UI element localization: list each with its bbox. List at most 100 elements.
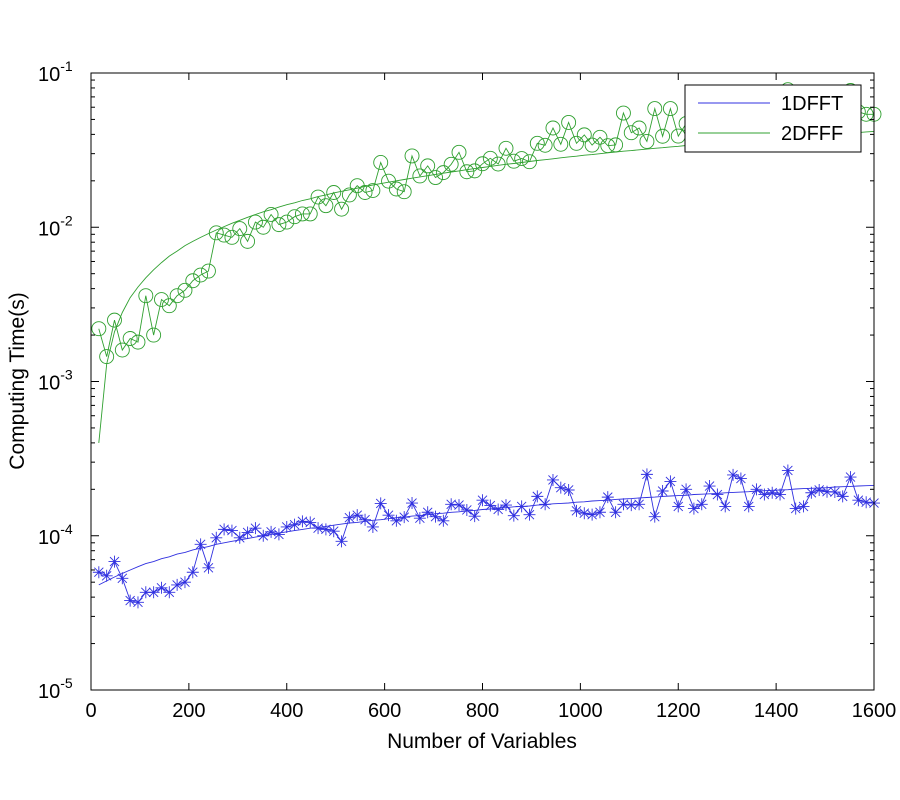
data-point-1dfft [171, 578, 184, 591]
data-point-2dfff [506, 153, 522, 169]
data-point-2dfff [592, 129, 608, 145]
data-point-1dfft [844, 471, 857, 484]
data-point-2dfff [631, 120, 647, 136]
data-point-2dfff [154, 292, 169, 307]
legend-label-2dfff: 2DFFF [781, 123, 843, 145]
data-point-1dfft [421, 506, 434, 519]
x-tick-label: 1000 [558, 700, 603, 722]
data-point-1dfft [351, 509, 364, 522]
data-point-1dfft [445, 498, 458, 511]
data-point-1dfft [429, 510, 442, 523]
data-line-1dfft [98, 468, 875, 603]
data-point-1dfft [398, 511, 411, 524]
data-point-1dfft [531, 490, 544, 503]
data-point-1dfft [390, 514, 403, 527]
data-point-2dfff [623, 125, 639, 141]
data-point-2dfff [475, 156, 490, 172]
data-point-1dfft [711, 488, 724, 501]
x-tick-label: 400 [270, 700, 303, 722]
data-point-1dfft [805, 486, 818, 499]
data-point-1dfft [640, 468, 653, 481]
data-point-2dfff [553, 136, 569, 152]
data-point-1dfft [163, 586, 176, 599]
data-point-1dfft [648, 510, 661, 523]
data-point-1dfft [703, 480, 716, 493]
series-1dfft [92, 464, 880, 609]
data-point-2dfff [545, 120, 561, 136]
data-point-1dfft [131, 596, 144, 609]
data-point-1dfft [202, 561, 215, 574]
data-point-1dfft [593, 506, 606, 519]
data-point-1dfft [586, 508, 599, 521]
data-point-1dfft [734, 472, 747, 485]
data-point-1dfft [304, 516, 317, 529]
y-tick-label: 10-1 [38, 58, 73, 86]
data-point-1dfft [609, 506, 622, 519]
data-point-1dfft [695, 498, 708, 511]
data-point-1dfft [437, 514, 450, 527]
y-tick-label: 10-2 [38, 212, 73, 240]
data-point-1dfft [797, 500, 810, 513]
data-point-1dfft [554, 481, 567, 494]
axis-ticks: 0 200 400 600 800 1000 1200 1400 1600 10-5 10-4 10-… [38, 58, 896, 722]
data-point-2dfff [193, 267, 209, 283]
data-point-1dfft [781, 464, 794, 477]
data-point-1dfft [413, 512, 426, 525]
data-point-2dfff [357, 185, 373, 200]
data-point-1dfft [617, 498, 630, 511]
data-point-1dfft [813, 483, 826, 496]
data-point-2dfff [662, 101, 678, 117]
data-point-2dfff [232, 221, 248, 237]
x-tick-label: 1400 [754, 700, 799, 722]
data-point-1dfft [758, 488, 771, 501]
legend-label-1dfft: 1DFFT [781, 93, 843, 115]
data-point-2dfff [576, 127, 592, 143]
data-point-1dfft [680, 483, 693, 496]
data-point-1dfft [468, 510, 481, 523]
data-point-1dfft [155, 581, 168, 594]
data-point-2dfff [420, 158, 436, 174]
data-point-1dfft [492, 503, 505, 516]
data-point-1dfft [249, 522, 262, 535]
data-point-2dfff [584, 137, 600, 153]
data-point-2dfff [529, 135, 545, 151]
data-point-2dfff [146, 327, 162, 343]
x-tick-label: 1200 [656, 700, 701, 722]
data-point-2dfff [208, 225, 224, 241]
data-point-1dfft [147, 586, 160, 599]
data-point-2dfff [263, 207, 279, 222]
data-point-1dfft [366, 520, 379, 533]
data-point-2dfff [185, 273, 201, 289]
x-tick-label: 800 [466, 700, 499, 722]
data-point-1dfft [327, 525, 340, 538]
data-point-2dfff [294, 206, 310, 222]
data-point-1dfft [601, 491, 614, 504]
data-point-1dfft [374, 497, 387, 510]
data-point-2dfff [114, 342, 130, 358]
data-point-1dfft [719, 500, 732, 513]
data-point-2dfff [216, 227, 232, 243]
y-tick-label: 10-5 [38, 675, 73, 703]
data-point-2dfff [302, 206, 318, 222]
data-point-2dfff [318, 198, 334, 214]
data-point-1dfft [633, 498, 646, 511]
trend-line-2dfff [98, 130, 875, 443]
data-point-1dfft [100, 569, 113, 582]
data-point-2dfff [451, 144, 467, 160]
data-point-1dfft [578, 507, 591, 520]
data-point-1dfft [789, 502, 802, 515]
data-point-2dfff [373, 155, 389, 170]
data-point-1dfft [233, 531, 246, 544]
data-point-1dfft [499, 499, 512, 512]
data-point-1dfft [821, 485, 834, 498]
x-tick-label: 1600 [852, 700, 897, 722]
x-tick-label: 0 [85, 700, 96, 722]
data-point-1dfft [546, 473, 559, 486]
data-point-1dfft [672, 500, 685, 513]
data-point-1dfft [194, 538, 207, 551]
data-point-1dfft [727, 468, 740, 481]
data-point-2dfff [412, 168, 428, 184]
data-point-1dfft [382, 509, 395, 522]
series-layer [91, 82, 882, 609]
data-point-2dfff [224, 229, 240, 245]
